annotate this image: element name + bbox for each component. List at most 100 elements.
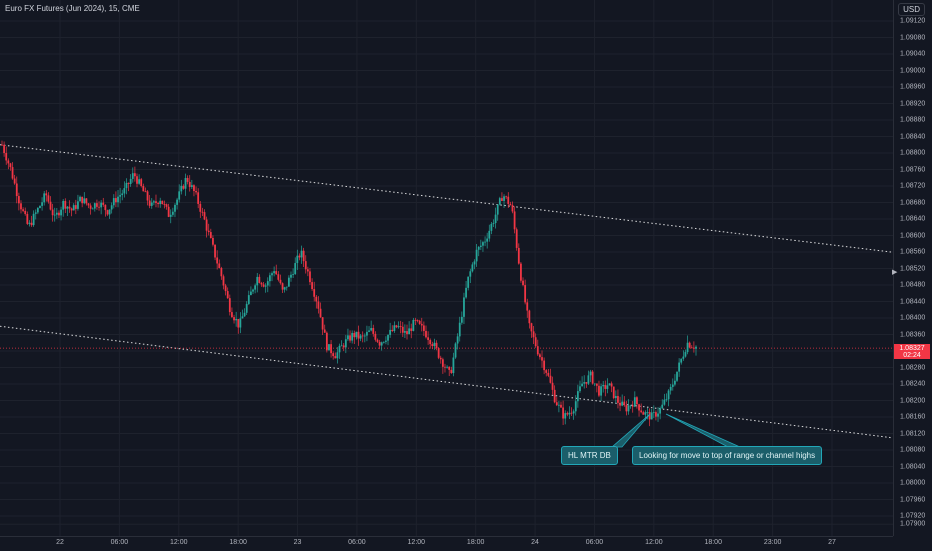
candle-up (458, 322, 461, 337)
candle-up (676, 371, 678, 381)
candle-up (125, 182, 128, 189)
price-tick-label: 1.08280 (900, 364, 926, 371)
price-tick-label: 1.09120 (900, 17, 926, 25)
candle-up (490, 223, 493, 231)
candle-up (108, 209, 111, 215)
candle-down (146, 191, 149, 201)
candle-up (602, 384, 605, 387)
candle-down (258, 276, 261, 283)
annotation-pointers (610, 413, 741, 448)
candle-up (674, 380, 676, 385)
candle-down (376, 339, 379, 342)
scroll-to-realtime-icon[interactable]: ▶ (892, 269, 898, 276)
candle-up (665, 399, 668, 401)
candle-up (576, 391, 579, 402)
candle-up (579, 386, 581, 392)
candle-down (197, 192, 200, 204)
candle-down (115, 198, 117, 203)
candle-up (363, 335, 366, 337)
bar-countdown: 02:24 (903, 352, 921, 359)
candle-down (58, 212, 60, 216)
candle-down (161, 200, 164, 205)
candle-up (382, 341, 385, 343)
currency-badge[interactable]: USD (898, 3, 925, 16)
callout-target[interactable]: Looking for move to top of range or chan… (632, 446, 823, 465)
candle-down (688, 342, 691, 348)
candle-up (152, 201, 155, 203)
candle-down (165, 204, 168, 207)
candle-down (315, 296, 318, 302)
candle-down (642, 412, 645, 415)
candle-up (680, 358, 683, 363)
candle-down (104, 204, 107, 211)
candle-down (353, 332, 356, 338)
candle-up (366, 331, 368, 336)
time-tick-label: 24 (531, 539, 539, 546)
symbol-title[interactable]: Euro FX Futures (Jun 2024), 15, CME (5, 4, 140, 13)
candle-up (473, 261, 476, 265)
candle-up (100, 202, 103, 208)
candle-down (530, 323, 533, 332)
candle-down (357, 331, 360, 339)
candle-down (195, 191, 197, 193)
candle-down (532, 331, 535, 338)
callout-hl-mtr-db[interactable]: HL MTR DB (561, 446, 618, 465)
candle-up (243, 312, 246, 317)
candle-down (625, 405, 628, 412)
candle-up (171, 211, 174, 215)
candle-up (239, 318, 242, 328)
candle-down (317, 301, 320, 309)
time-tick-label: 12:00 (170, 539, 188, 546)
candle-down (81, 196, 84, 204)
price-tick-label: 1.09000 (900, 67, 926, 74)
candle-down (543, 360, 546, 371)
candle-down (26, 213, 29, 224)
candle-down (30, 222, 33, 226)
candle-up (684, 352, 687, 357)
candle-down (520, 263, 522, 281)
price-tick-label: 1.08360 (900, 331, 926, 338)
candle-down (420, 323, 423, 326)
candle-up (121, 193, 124, 196)
candle-up (652, 412, 655, 413)
candle-down (309, 271, 311, 283)
candle-up (176, 199, 178, 205)
candle-up (454, 343, 457, 358)
candle-down (562, 407, 565, 419)
candle-up (593, 383, 596, 385)
price-tick-label: 1.08440 (900, 298, 926, 305)
candle-down (551, 382, 554, 390)
candle-up (180, 185, 183, 192)
chart-plot-area[interactable] (0, 0, 893, 536)
candle-up (355, 331, 358, 338)
price-tick-label: 1.08680 (900, 199, 926, 206)
candle-up (657, 413, 659, 417)
price-tick-label: 1.08560 (900, 248, 926, 256)
candle-up (159, 200, 162, 205)
candle-down (617, 395, 619, 403)
candle-up (627, 405, 630, 412)
candle-up (79, 196, 81, 202)
price-axis[interactable]: USD 1.07900 1.07920 1.07960 1.08000 1.08040 1… (893, 0, 932, 536)
candle-up (463, 297, 465, 317)
price-tick-label: 1.08760 (900, 166, 926, 173)
candle-down (342, 345, 345, 348)
candle-down (144, 191, 147, 193)
price-tick-label: 1.08920 (900, 100, 926, 107)
candle-up (408, 328, 411, 335)
price-tick-label: 1.08480 (900, 281, 926, 289)
candle-up (433, 342, 436, 347)
candle-up (178, 191, 181, 200)
candle-up (456, 336, 459, 344)
candle-up (41, 202, 43, 206)
candle-down (429, 339, 432, 345)
candle-down (692, 347, 695, 349)
candle-down (450, 369, 453, 374)
candle-down (127, 182, 130, 184)
time-axis[interactable]: 22 06:00 12:00 18:00 23 06:00 12:00 18:00 24 06:0… (0, 536, 893, 551)
candle-up (273, 271, 276, 274)
candle-down (524, 285, 527, 303)
candle-down (553, 389, 556, 403)
trendline-layer (0, 144, 893, 439)
